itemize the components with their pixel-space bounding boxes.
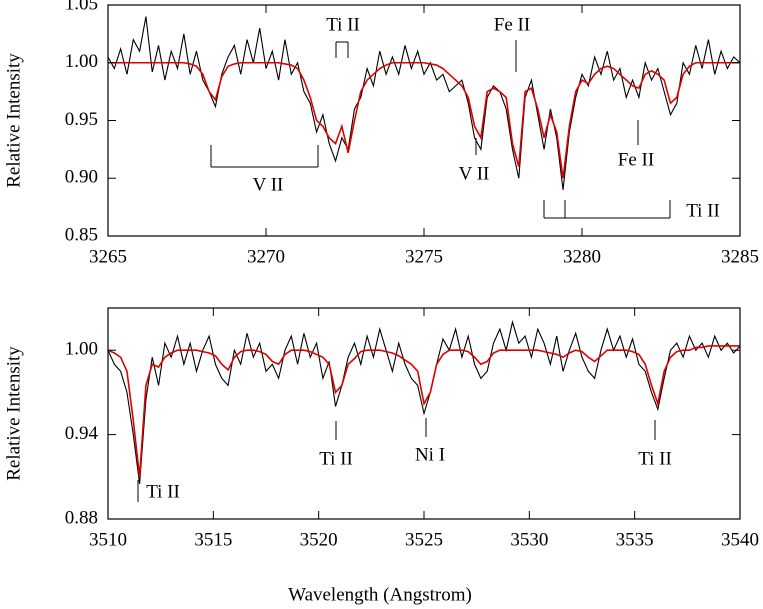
- y-tick-label: 0.95: [65, 109, 98, 130]
- x-tick-label: 3510: [89, 529, 127, 550]
- x-tick-label: 3270: [247, 246, 285, 267]
- x-tick-label: 3285: [721, 246, 759, 267]
- x-tick-label: 3515: [194, 529, 232, 550]
- x-tick-label: 3540: [721, 529, 759, 550]
- spectrum-line: [107, 345, 740, 477]
- annotation: Ti II: [638, 448, 672, 469]
- annotation: Ti II: [686, 200, 720, 221]
- y-tick-label: 0.88: [65, 507, 98, 528]
- annotation: Ti II: [326, 14, 360, 35]
- x-tick-label: 3265: [89, 246, 127, 267]
- y-tick-label: 0.94: [65, 423, 99, 444]
- y-tick-label: 1.00: [65, 51, 98, 72]
- x-tick-label: 3535: [616, 529, 654, 550]
- x-tick-label: 3275: [405, 246, 443, 267]
- x-tick-label: 3520: [300, 529, 338, 550]
- x-tick-label: 3280: [563, 246, 601, 267]
- y-axis-label: Relative Intensity: [3, 53, 24, 188]
- annotation: V II: [459, 163, 490, 184]
- y-tick-label: 0.85: [65, 224, 98, 245]
- x-tick-label: 3525: [405, 529, 443, 550]
- y-tick-label: 1.00: [65, 339, 98, 360]
- annotation: V II: [253, 174, 284, 195]
- y-tick-label: 1.05: [65, 0, 98, 14]
- y-axis-label: Relative Intensity: [3, 346, 24, 481]
- annotation: Ti II: [319, 448, 353, 469]
- y-tick-label: 0.90: [65, 167, 98, 188]
- x-tick-label: 3530: [510, 529, 548, 550]
- x-axis-label: Wavelength (Angstrom): [288, 584, 472, 605]
- annotation: Ni I: [415, 444, 445, 465]
- plot-frame: [107, 4, 741, 237]
- annotation: Ti II: [146, 481, 180, 502]
- annotation: Fe II: [618, 149, 654, 170]
- annotation: Fe II: [494, 14, 530, 35]
- spectrum-line: [108, 61, 740, 179]
